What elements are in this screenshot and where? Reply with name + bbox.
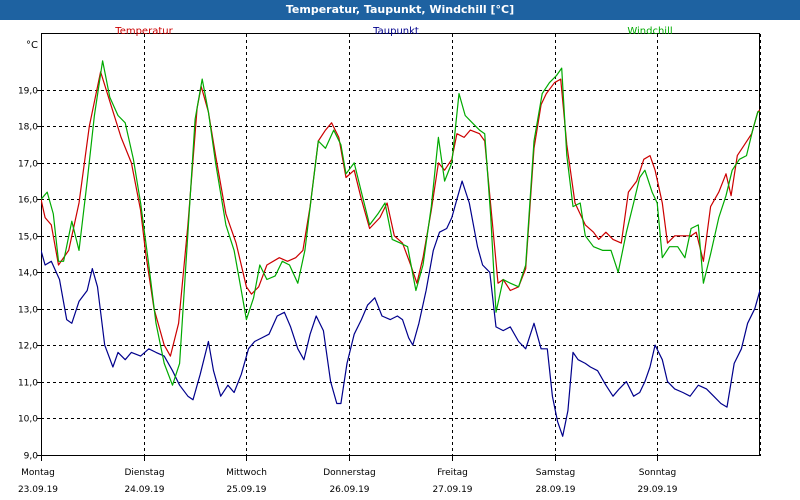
y-tick-label: 13,0 xyxy=(18,306,38,316)
y-tick-label: 15,0 xyxy=(18,233,38,243)
x-tick-date: 25.09.19 xyxy=(226,485,266,495)
x-tick-date: 27.09.19 xyxy=(432,485,472,495)
y-tick-label: 17,0 xyxy=(18,160,38,170)
y-tick-label: 10,0 xyxy=(18,415,38,425)
x-tick-date: 23.09.19 xyxy=(18,485,58,495)
x-tick-weekday: Freitag xyxy=(437,468,468,478)
legend-temperatur: Temperatur xyxy=(114,26,173,37)
y-tick-label: 16,0 xyxy=(18,196,38,206)
y-tick-labels: 9,0 10,0 11,0 12,0 13,0 14,0 15,0 16,0 17,0 18,0 1… xyxy=(18,87,38,462)
legend-taupunkt: Taupunkt xyxy=(372,26,419,37)
y-tick-label: 12,0 xyxy=(18,342,38,352)
x-tick-weekday: Samstag xyxy=(536,468,575,478)
x-tick-weekday: Sonntag xyxy=(639,468,676,478)
x-tick-weekday: Dienstag xyxy=(124,468,164,478)
x-tick-weekday: Donnerstag xyxy=(323,468,376,478)
x-tick-weekday: Mittwoch xyxy=(226,468,267,478)
x-tick-date: 29.09.19 xyxy=(637,485,677,495)
y-tick-label: 9,0 xyxy=(24,452,39,462)
legend-windchill: Windchill xyxy=(627,26,672,37)
y-tick-label: 11,0 xyxy=(18,379,38,389)
y-tick-label: 19,0 xyxy=(18,87,38,97)
y-tick-label: 14,0 xyxy=(18,269,38,279)
x-tick-date: 26.09.19 xyxy=(329,485,369,495)
x-tick-weekday: Montag xyxy=(21,468,55,478)
series-line-windchill xyxy=(41,60,760,386)
plot-frame xyxy=(41,33,760,456)
window-title: Temperatur, Taupunkt, Windchill [°C] xyxy=(0,0,800,20)
x-tick-labels: Montag 23.09.19 Dienstag 24.09.19 Mittwoch 25… xyxy=(18,468,678,495)
x-tick-date: 28.09.19 xyxy=(535,485,575,495)
chart-area: °C Temperatur Taupunkt Windchill 9,0 10,0… xyxy=(18,26,761,495)
series-layer xyxy=(41,60,760,437)
series-line-temperatur xyxy=(41,71,760,357)
y-tick-label: 18,0 xyxy=(18,123,38,133)
y-axis-unit: °C xyxy=(26,40,38,51)
x-tick-date: 24.09.19 xyxy=(124,485,164,495)
series-line-taupunkt xyxy=(41,180,760,437)
